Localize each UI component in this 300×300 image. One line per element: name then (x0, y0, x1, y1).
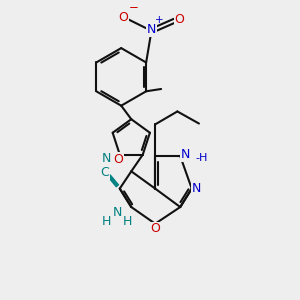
Text: O: O (175, 13, 184, 26)
Text: N: N (102, 152, 111, 165)
Text: N: N (192, 182, 202, 195)
Text: +: + (155, 15, 164, 25)
Text: O: O (113, 153, 123, 166)
Text: H: H (122, 215, 132, 228)
Text: N: N (181, 148, 190, 161)
Text: −: − (128, 1, 138, 14)
Text: C: C (100, 166, 109, 179)
Text: N: N (113, 206, 122, 219)
Text: H: H (102, 215, 112, 228)
Text: -H: -H (195, 153, 208, 163)
Text: O: O (150, 222, 160, 236)
Text: O: O (118, 11, 128, 24)
Text: N: N (147, 23, 156, 36)
